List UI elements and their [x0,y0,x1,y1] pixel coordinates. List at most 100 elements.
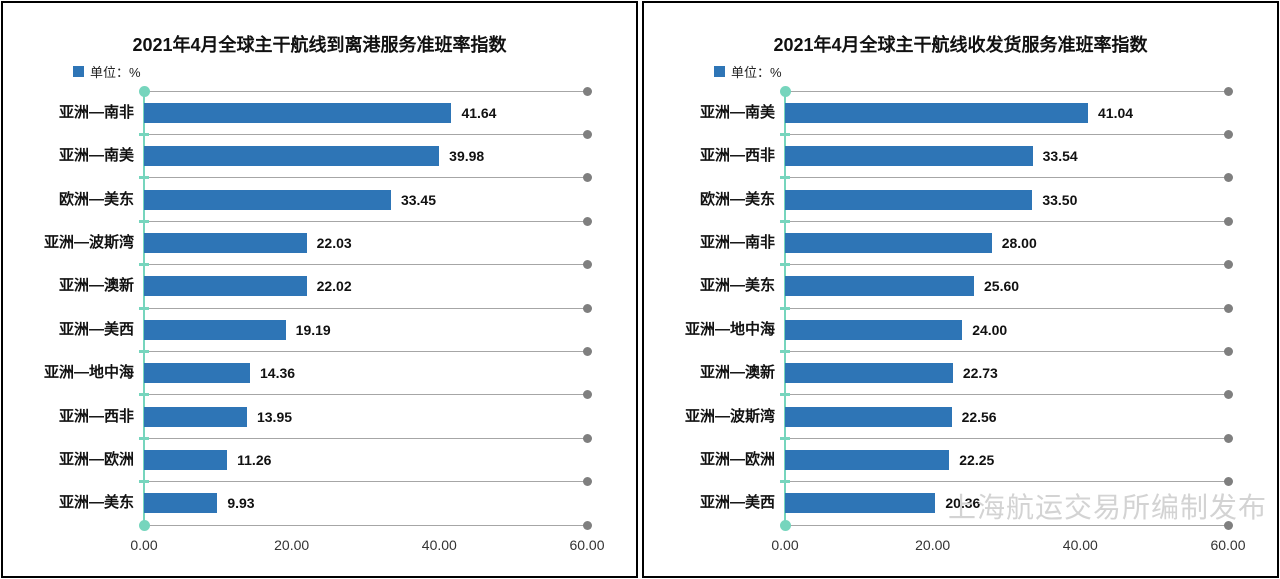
grid-end-dot [1224,520,1233,530]
grid-end-dot [1224,303,1233,313]
bar [785,232,992,253]
value-label: 22.02 [316,278,352,295]
value-label: 14.36 [260,365,296,382]
category-label: 亚洲—欧洲 [58,450,134,468]
grid-line [785,307,1228,309]
bar [144,493,218,514]
axis-tick [139,219,149,223]
grid-line [144,220,587,222]
value-label: 22.03 [316,234,352,251]
grid-line [785,90,1228,92]
bar [785,493,936,514]
grid-line [785,264,1228,266]
grid-line [144,307,587,309]
category-label: 亚洲—西非 [699,147,775,165]
bar [144,102,452,123]
axis-tick [139,132,149,136]
bar [785,276,974,297]
chart-title: 2021年4月全球主干航线到离港服务准班率指数 [132,35,507,55]
axis-tick [780,306,790,310]
axis-endpoint-dot [138,85,150,97]
axis-tick [139,480,149,484]
bar [785,146,1033,167]
category-label: 亚洲—地中海 [684,320,775,338]
grid-line [144,177,587,179]
category-label: 亚洲—南美 [58,147,134,165]
category-label: 亚洲—澳新 [58,277,134,295]
axis-tick [780,349,790,353]
bar [144,146,440,167]
category-label: 亚洲—美东 [699,277,775,295]
category-label: 亚洲—南非 [58,103,134,121]
x-tick-label: 60.00 [569,537,605,553]
value-label: 11.26 [237,451,272,468]
bar [144,232,307,253]
category-label: 亚洲—地中海 [43,364,134,382]
value-label: 19.19 [295,321,331,338]
value-label: 33.54 [1042,148,1078,165]
category-label: 亚洲—美西 [699,494,775,512]
grid-end-dot [1224,433,1233,443]
category-label: 亚洲—澳新 [699,364,775,382]
grid-end-dot [583,260,592,270]
chart-panel-cargo-receipt-delivery: 2021年4月全球主干航线收发货服务准班率指数 单位：% 亚洲—南美 41.04 亚… [642,1,1279,578]
legend-label: 单位：% [90,65,141,80]
plot-area: 亚洲—南美 41.04 亚洲—西非 33.54 欧洲—美东 33.50 亚洲—南非 28.00… [685,85,1246,553]
category-label: 亚洲—美西 [58,320,134,338]
grid-end-dot [583,86,592,96]
grid-end-dot [1224,129,1233,139]
legend: 单位：% [73,62,141,81]
value-label: 13.95 [256,408,293,425]
grid-end-dot [1224,477,1233,487]
grid-end-dot [583,520,592,530]
grid-end-dot [583,433,592,443]
category-label: 亚洲—美东 [58,494,134,512]
x-tick-label: 40.00 [421,537,457,553]
value-label: 39.98 [449,148,485,165]
value-label: 20.36 [945,495,981,512]
grid-line [785,177,1228,179]
grid-end-dot [583,390,592,400]
bar [785,189,1033,210]
bar [144,406,247,427]
grid-line [785,350,1228,352]
grid-end-dot [1224,390,1233,400]
value-label: 25.60 [984,278,1020,295]
category-label: 亚洲—波斯湾 [43,233,134,251]
value-label: 33.50 [1042,191,1078,208]
value-label: 28.00 [1001,234,1037,251]
grid-end-dot [1224,173,1233,183]
category-label: 亚洲—南美 [699,103,775,121]
x-tick-label: 60.00 [1210,537,1246,553]
axis-endpoint-dot [779,519,791,531]
grid-line [785,437,1228,439]
grid-line [785,220,1228,222]
axis-tick [780,176,790,180]
value-label: 22.25 [959,451,995,468]
bar [144,319,286,340]
grid-end-dot [583,216,592,226]
axis-tick [139,393,149,397]
axis-tick [139,263,149,267]
bar [785,406,952,427]
x-tick-label: 40.00 [1062,537,1098,553]
grid-line [144,481,587,483]
grid-end-dot [583,129,592,139]
grid-end-dot [583,346,592,356]
grid-line [785,524,1228,526]
bar [785,102,1088,123]
category-label: 欧洲—美东 [58,190,134,208]
value-label: 9.93 [227,495,255,512]
grid-line [144,437,587,439]
grid-end-dot [1224,346,1233,356]
x-tick-label: 0.00 [771,537,799,553]
axis-tick [139,349,149,353]
grid-line [144,133,587,135]
grid-end-dot [1224,86,1233,96]
legend: 单位：% [714,62,782,81]
category-label: 欧洲—美东 [699,190,775,208]
plot-area: 亚洲—南非 41.64 亚洲—南美 39.98 欧洲—美东 33.45 亚洲—波斯湾 22.0… [44,85,605,553]
axis-tick [139,306,149,310]
bar [144,449,228,470]
